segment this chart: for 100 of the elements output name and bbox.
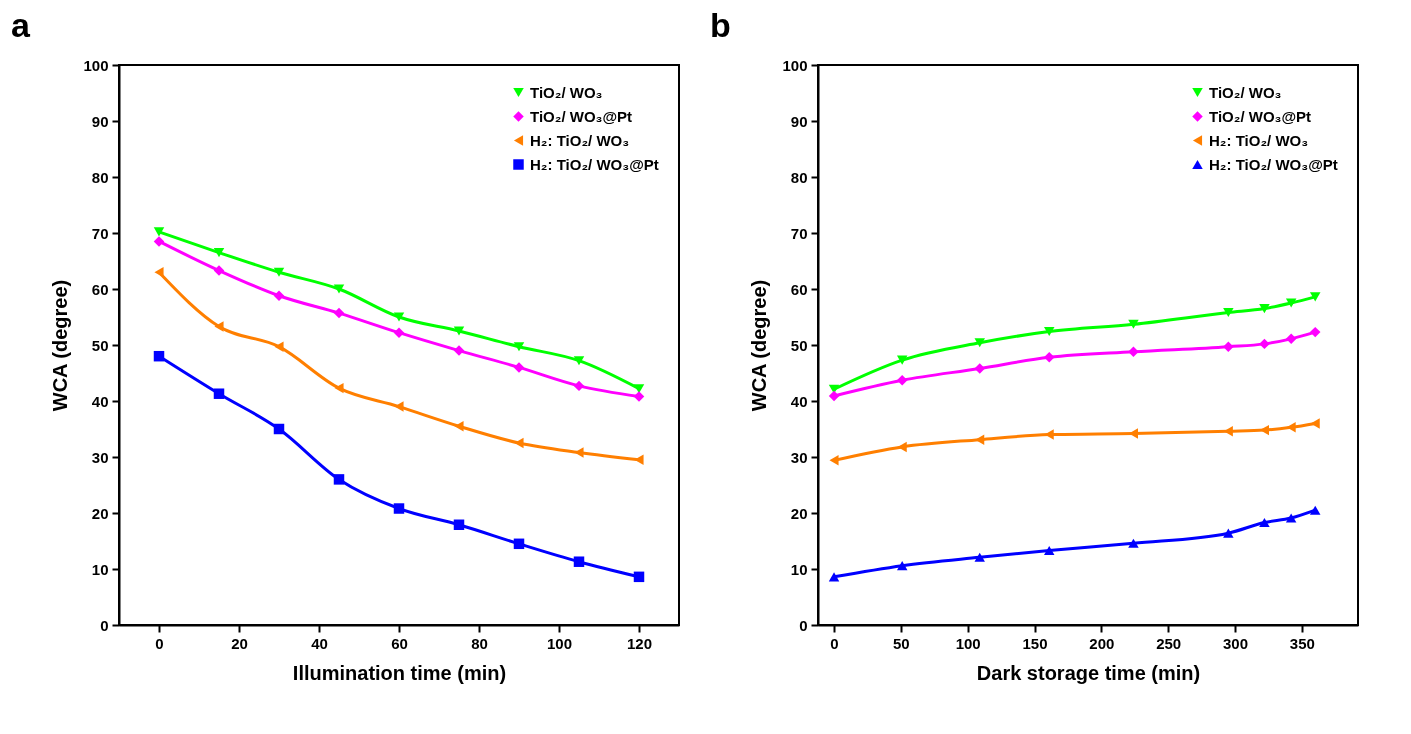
y-tick-label: 100 — [782, 56, 808, 74]
point — [897, 441, 907, 453]
point — [1259, 338, 1270, 350]
point — [1043, 327, 1055, 337]
point — [573, 380, 585, 392]
y-axis-title: WCA (degree) — [49, 279, 72, 412]
y-tick-label: 70 — [91, 224, 109, 242]
point — [574, 447, 584, 458]
point — [1043, 352, 1055, 363]
point — [514, 437, 524, 449]
y-tick-label: 60 — [91, 280, 109, 298]
point — [829, 455, 839, 466]
chart-title: a — [10, 6, 31, 44]
y-tick-label: 30 — [790, 448, 808, 466]
point — [974, 552, 985, 562]
x-tick-label: 0 — [155, 634, 164, 652]
x-tick-label: 60 — [391, 634, 408, 652]
point — [1128, 538, 1139, 548]
point — [974, 338, 985, 348]
point — [1309, 505, 1321, 515]
point — [513, 342, 525, 352]
y-tick-label: 0 — [100, 616, 109, 634]
point — [633, 571, 645, 583]
y-tick-label: 40 — [91, 392, 109, 410]
point — [393, 327, 405, 338]
point — [453, 345, 465, 356]
x-tick-label: 200 — [1089, 634, 1115, 652]
point — [454, 420, 464, 432]
x-tick-label: 20 — [231, 634, 248, 652]
point — [1043, 545, 1055, 556]
point — [1310, 418, 1320, 429]
y-tick-label: 20 — [91, 504, 109, 522]
point — [974, 363, 985, 374]
x-tick-label: 40 — [311, 634, 328, 652]
legend-label: H₂: TiO₂/ WO₃@Pt — [530, 155, 659, 173]
y-tick-label: 30 — [91, 448, 109, 466]
y-axis-title: WCA (degree) — [748, 279, 771, 412]
point — [1285, 298, 1297, 308]
point — [828, 572, 840, 582]
legend-label: H₂: TiO₂/ WO₃ — [1209, 131, 1309, 149]
x-axis-title: Dark storage time (min) — [976, 661, 1201, 684]
x-axis-title: Illumination time (min) — [292, 661, 507, 684]
point — [213, 248, 225, 258]
legend-label: TiO₂/ WO₃@Pt — [530, 107, 633, 125]
legend-label: TiO₂/ WO₃@Pt — [1209, 107, 1312, 125]
point — [154, 266, 164, 278]
point — [1223, 528, 1234, 538]
point — [1285, 333, 1297, 345]
point — [1309, 292, 1321, 302]
point — [634, 454, 644, 466]
point — [1223, 307, 1234, 318]
y-tick-label: 80 — [91, 168, 109, 186]
point — [333, 474, 345, 485]
y-tick-label: 60 — [790, 280, 808, 298]
y-tick-label: 10 — [91, 560, 109, 578]
point — [1259, 304, 1270, 314]
x-tick-label: 350 — [1289, 634, 1315, 652]
point — [213, 388, 225, 399]
point — [1309, 326, 1321, 338]
x-tick-label: 100 — [955, 634, 981, 652]
point — [896, 561, 908, 571]
point — [1285, 513, 1297, 523]
x-tick-label: 100 — [546, 634, 573, 652]
point — [153, 236, 165, 247]
point — [1128, 319, 1139, 329]
legend-label: H₂: TiO₂/ WO₃@Pt — [1209, 155, 1338, 173]
point — [214, 321, 224, 332]
x-tick-label: 80 — [471, 634, 488, 652]
point — [393, 312, 405, 322]
point — [975, 434, 985, 445]
point — [573, 556, 585, 567]
point — [896, 375, 908, 386]
y-tick-label: 40 — [790, 392, 808, 410]
point — [153, 227, 165, 237]
y-tick-label: 90 — [91, 112, 109, 130]
point — [274, 341, 284, 352]
point — [1223, 341, 1234, 352]
point — [1128, 346, 1139, 357]
point — [828, 390, 840, 402]
y-tick-label: 20 — [790, 504, 808, 522]
x-tick-label: 50 — [893, 634, 910, 652]
point — [213, 265, 225, 276]
point — [513, 538, 525, 550]
x-tick-label: 250 — [1156, 634, 1182, 652]
y-tick-label: 0 — [799, 616, 808, 634]
point — [153, 350, 165, 362]
y-tick-label: 10 — [790, 560, 808, 578]
point — [453, 519, 465, 530]
point — [896, 355, 908, 365]
y-tick-label: 80 — [790, 168, 808, 186]
x-tick-label: 150 — [1022, 634, 1048, 652]
point — [513, 362, 525, 373]
y-tick-label: 90 — [790, 112, 808, 130]
point — [1259, 517, 1270, 528]
point — [273, 423, 285, 435]
point — [333, 307, 345, 319]
y-tick-label: 50 — [790, 336, 808, 354]
y-tick-label: 70 — [790, 224, 808, 242]
point — [333, 284, 345, 294]
legend-label: TiO₂/ WO₃ — [1209, 83, 1282, 101]
